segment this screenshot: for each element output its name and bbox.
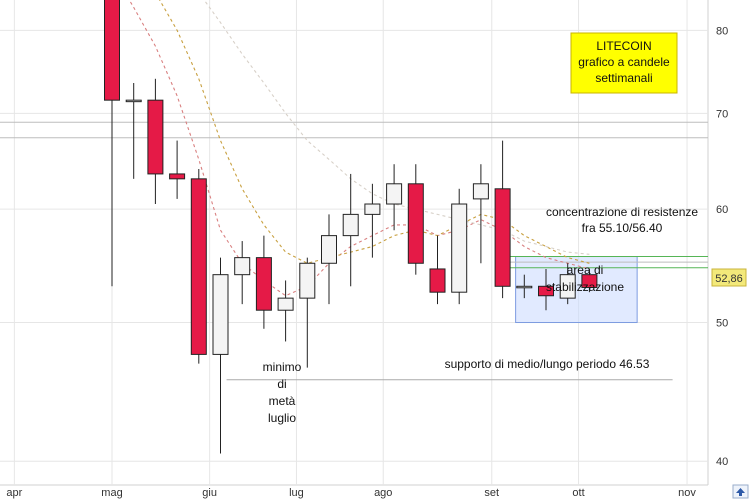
candle-body-12	[364, 203, 381, 215]
y-tick-label-40: 40	[716, 456, 728, 468]
candle-body-10	[321, 235, 337, 264]
candle-body-16	[451, 203, 468, 293]
x-tick-label-ago: ago	[374, 487, 392, 499]
title-line-1: LITECOIN	[596, 39, 651, 53]
stabilization-annotation-line-1: area di	[567, 263, 604, 277]
x-tick-label-apr: apr	[6, 487, 22, 499]
minimum-annotation-line-3: metà	[269, 394, 296, 408]
stabilization-annotation-line-2: stabilizzazione	[546, 280, 624, 294]
title-line-2: grafico a candele	[578, 55, 670, 69]
candle-body-13	[386, 183, 403, 205]
title-line-3: settimanali	[595, 71, 652, 85]
y-tick-label-80: 80	[716, 25, 728, 37]
price-badge-background	[711, 268, 747, 287]
candle-body-4	[190, 178, 207, 355]
candle-body-22	[581, 274, 598, 288]
y-tick-label-50: 50	[716, 318, 728, 330]
candle-body-8	[277, 297, 294, 311]
candles-layer	[104, 0, 598, 454]
support-annotation: supporto di medio/lungo periodo 46.53	[445, 357, 650, 371]
x-tick-label-lug: lug	[289, 487, 304, 499]
y-tick-label-60: 60	[716, 204, 728, 216]
candle-body-3	[169, 173, 186, 180]
candle-body-19	[516, 285, 533, 289]
candle-body-9	[299, 262, 316, 299]
candle-body-11	[342, 213, 359, 237]
minimum-annotation-line-1: minimo	[263, 360, 302, 374]
x-tick-label-giu: giu	[202, 487, 217, 499]
y-tick-label-70: 70	[716, 108, 728, 120]
scroll-arrow-icon[interactable]	[732, 484, 749, 499]
candle-body-0	[104, 0, 120, 101]
resistance-annotation-line-2: fra 55.10/56.40	[582, 221, 663, 235]
minimum-annotation-line-2: di	[277, 377, 286, 391]
candle-body-5	[212, 274, 229, 355]
price-badge-label: 52,86	[715, 273, 743, 285]
candle-body-20	[538, 285, 554, 297]
x-tick-label-mag: mag	[101, 487, 122, 499]
candle-body-14	[407, 183, 424, 264]
x-tick-label-nov: nov	[678, 487, 696, 499]
title-box-background	[570, 32, 678, 94]
candle-body-6	[234, 257, 251, 276]
axis-labels-layer: 4050607080aprmaggiulugagosetottnovdic	[6, 25, 728, 499]
candle-body-7	[255, 257, 272, 311]
candle-body-2	[147, 99, 164, 175]
price-badge: 52,86	[711, 268, 747, 287]
x-tick-label-set: set	[484, 487, 499, 499]
candle-body-21	[559, 274, 576, 299]
minimum-annotation-line-4: luglio	[268, 411, 296, 425]
moving-average-1	[159, 0, 590, 264]
candle-body-18	[494, 188, 511, 287]
candle-body-15	[429, 268, 446, 293]
resistance-annotation-line-1: concentrazione di resistenze	[546, 205, 698, 219]
x-tick-label-ott: ott	[572, 487, 584, 499]
horizontal-lines-layer	[0, 121, 708, 381]
title-box: LITECOIN grafico a candele settimanali	[570, 32, 678, 94]
candle-body-17	[472, 183, 489, 200]
candle-body-1	[125, 99, 142, 103]
